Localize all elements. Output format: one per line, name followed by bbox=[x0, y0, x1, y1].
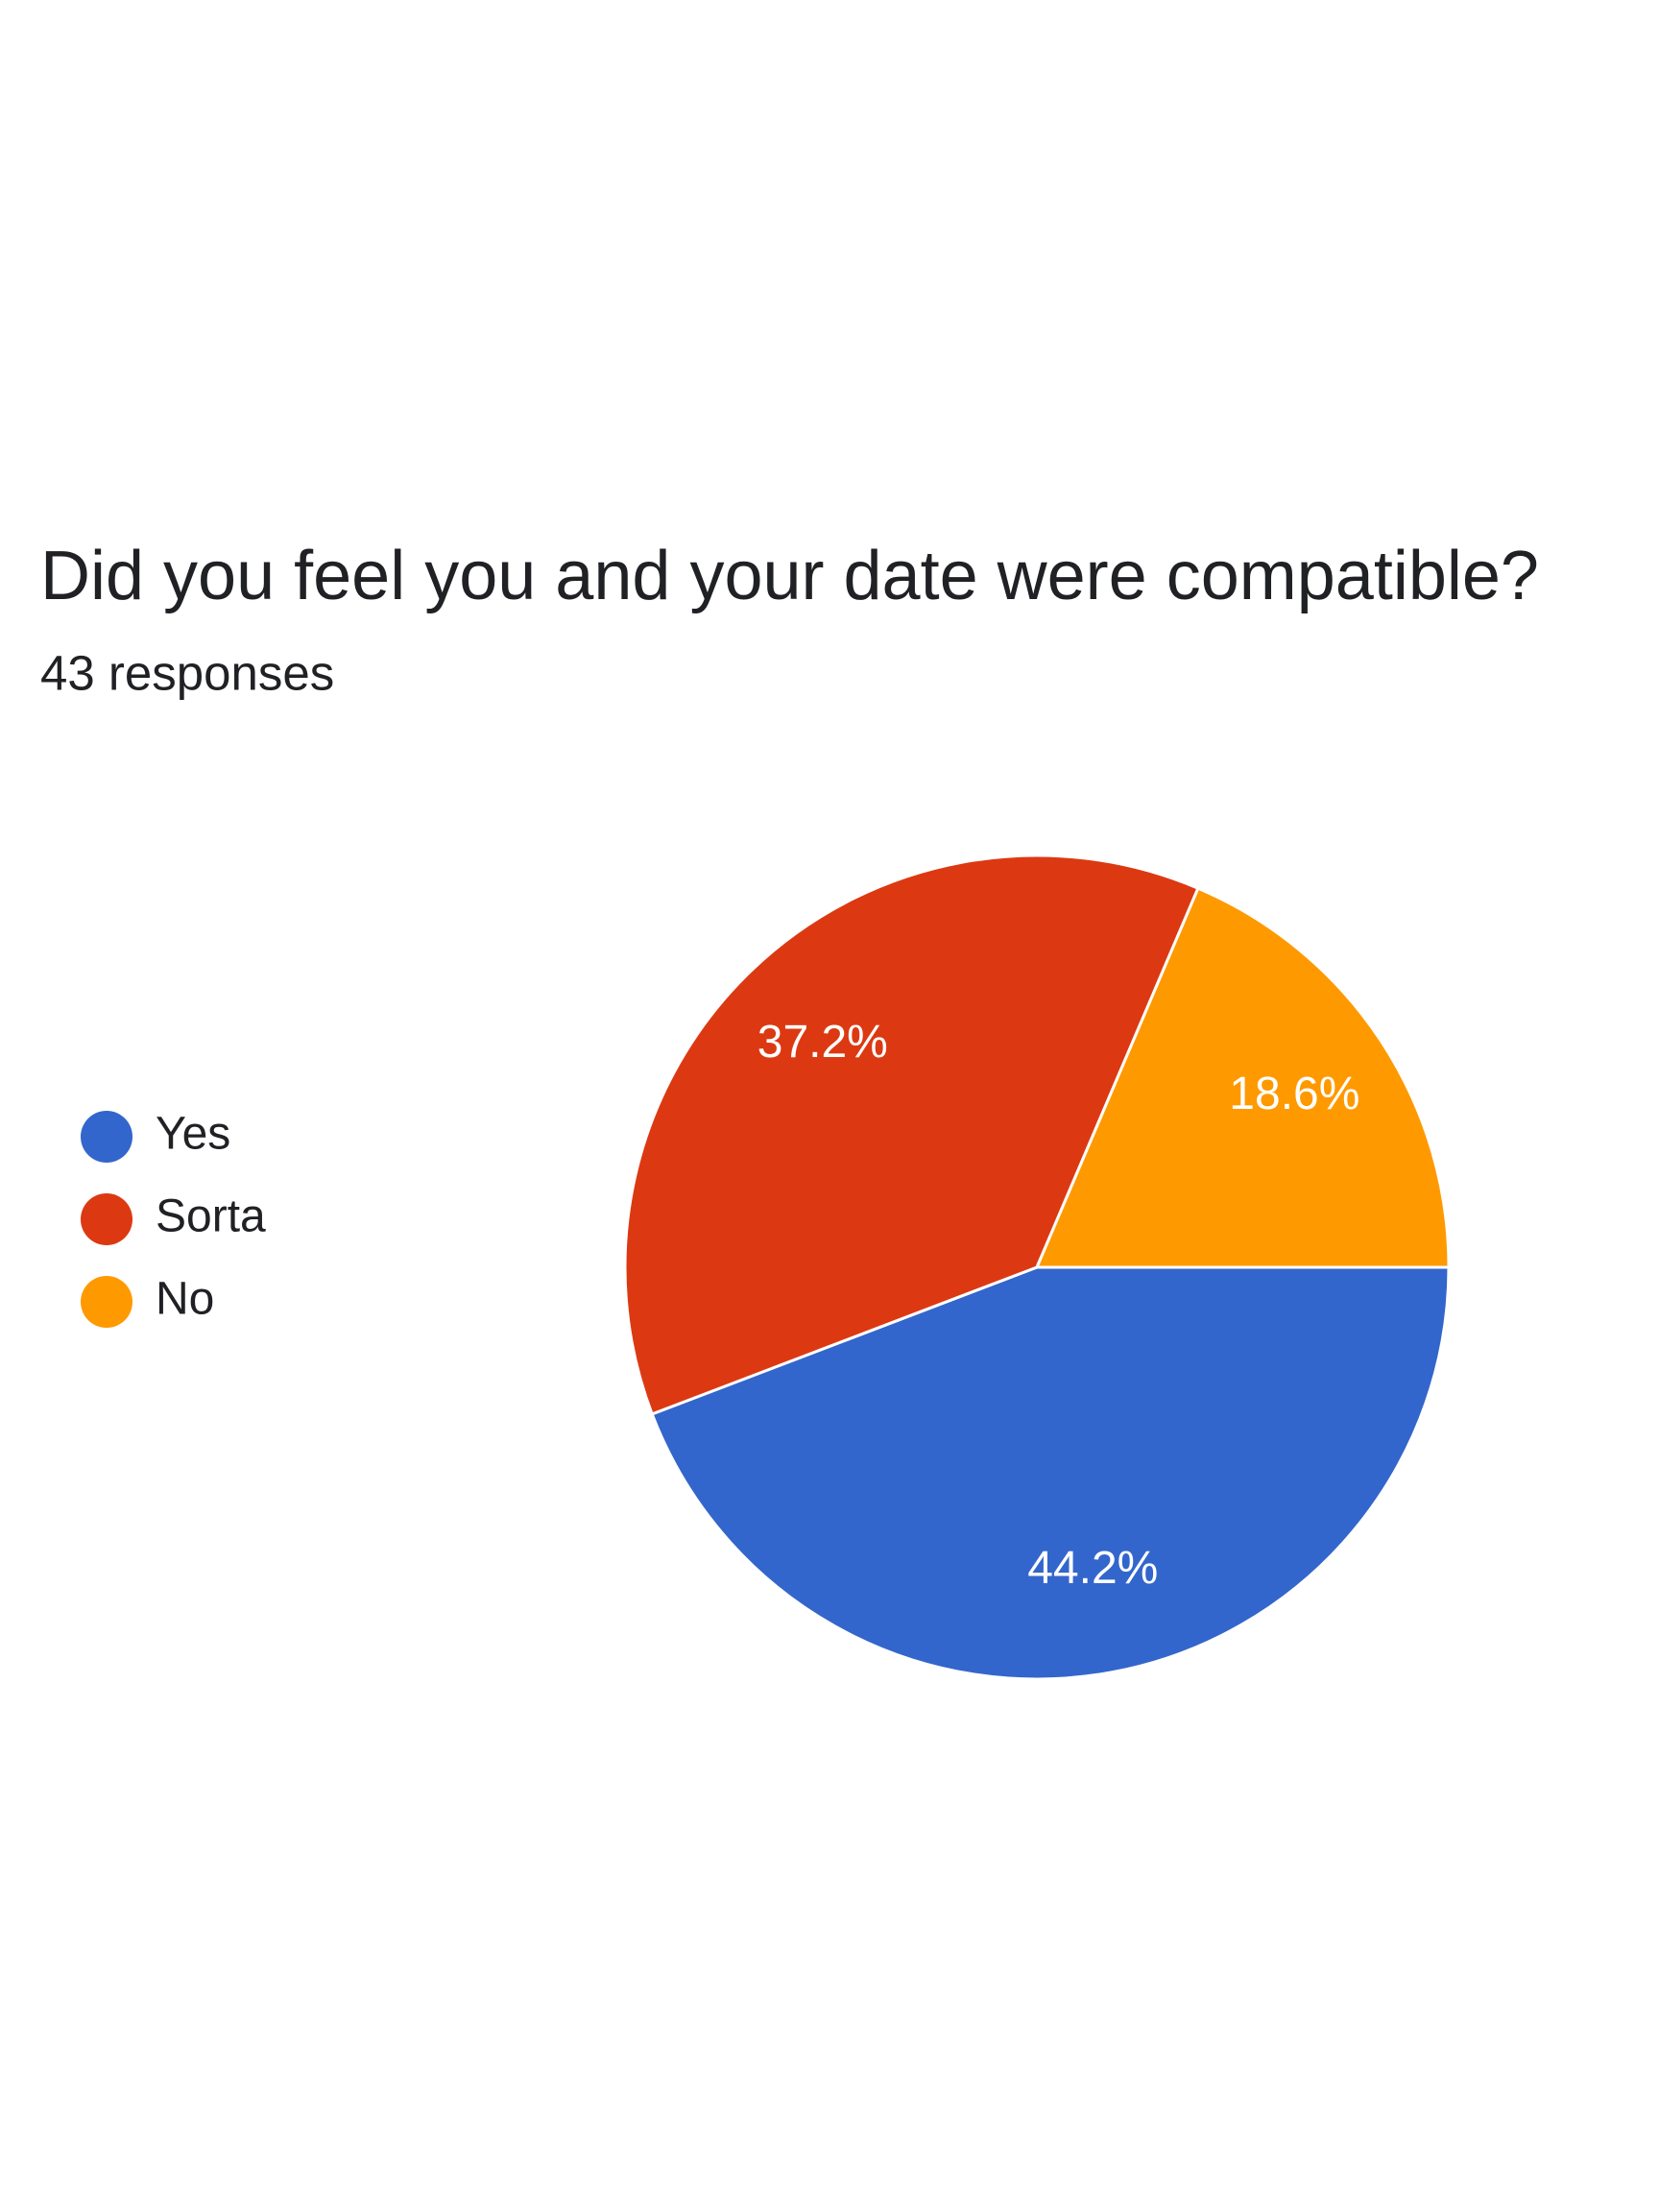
slice-label: 18.6% bbox=[1229, 1069, 1359, 1119]
chart-title: Did you feel you and your date were comp… bbox=[40, 538, 1539, 614]
legend-label: Yes bbox=[156, 1109, 230, 1160]
chart-subtitle: 43 responses bbox=[40, 645, 334, 700]
legend-marker bbox=[81, 1276, 132, 1328]
pie-slice bbox=[623, 854, 1200, 1416]
legend-label: Sorta bbox=[156, 1191, 266, 1242]
legend-label: No bbox=[156, 1274, 214, 1325]
pie-slice bbox=[650, 1265, 1451, 1681]
legend-marker bbox=[81, 1111, 132, 1163]
slice-label: 44.2% bbox=[1027, 1543, 1158, 1594]
legend-marker bbox=[81, 1193, 132, 1245]
pie-slice bbox=[1034, 886, 1451, 1269]
slice-label: 37.2% bbox=[757, 1017, 888, 1068]
